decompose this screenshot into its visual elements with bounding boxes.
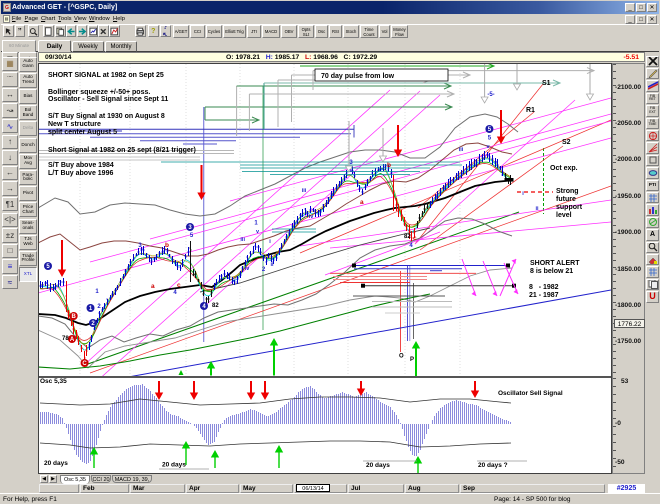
svg-text:A: A — [70, 337, 75, 343]
svg-text:20 days: 20 days — [162, 462, 186, 469]
svg-text:4: 4 — [202, 304, 206, 310]
svg-text:S/T Buy above 1984: S/T Buy above 1984 — [48, 162, 114, 169]
svg-text:iii: iii — [302, 188, 307, 194]
svg-text:1: 1 — [89, 306, 93, 312]
svg-text:i: i — [269, 239, 271, 245]
svg-text:iv: iv — [309, 214, 315, 220]
svg-text:B: B — [72, 314, 77, 320]
svg-text:8 is below 21: 8 is below 21 — [530, 268, 573, 275]
svg-text:1: 1 — [95, 289, 99, 295]
svg-text:level: level — [556, 212, 572, 219]
svg-text:3: 3 — [188, 225, 192, 231]
svg-text:a: a — [360, 199, 364, 206]
svg-text:S/T Buy Signal at 1930 on Augu: S/T Buy Signal at 1930 on August 8 — [48, 113, 165, 120]
svg-text:split center August 5: split center August 5 — [48, 129, 117, 136]
svg-text:b: b — [387, 162, 391, 169]
svg-text:iv: iv — [245, 266, 251, 272]
svg-text:5: 5 — [190, 233, 194, 239]
svg-text:P: P — [410, 357, 414, 363]
svg-text:5: 5 — [488, 127, 492, 133]
svg-text:8 - 1982: 8 - 1982 — [529, 284, 559, 291]
svg-text:70 day pulse from low: 70 day pulse from low — [321, 73, 395, 80]
svg-text:Strong: Strong — [556, 188, 579, 195]
svg-text:b: b — [165, 242, 169, 249]
svg-text:2: 2 — [97, 304, 101, 310]
svg-text:5: 5 — [488, 136, 492, 142]
svg-text:L/T Buy above 1996: L/T Buy above 1996 — [48, 170, 113, 177]
svg-text:S2: S2 — [562, 139, 571, 146]
svg-text:20 days ?: 20 days ? — [478, 462, 508, 469]
svg-text:C: C — [82, 361, 87, 367]
svg-text:SHORT ALERT: SHORT ALERT — [530, 260, 580, 267]
svg-text:-5-: -5- — [487, 92, 494, 98]
svg-text:Oct exp.: Oct exp. — [550, 165, 578, 172]
svg-text:2: 2 — [91, 321, 95, 327]
svg-text:c: c — [177, 282, 181, 289]
svg-text:a: a — [151, 283, 155, 290]
svg-text:Bollinger squeeze +/-50+ poss.: Bollinger squeeze +/-50+ poss. — [48, 89, 150, 96]
svg-text:4: 4 — [173, 290, 177, 296]
svg-text:i: i — [522, 191, 524, 197]
svg-text:iii: iii — [459, 147, 464, 153]
svg-text:21 - 1987: 21 - 1987 — [529, 292, 559, 299]
svg-text:20 days: 20 days — [44, 460, 68, 467]
svg-text:3: 3 — [138, 243, 142, 249]
svg-text:Oscillator - Sell Signal since: Oscillator - Sell Signal since Sept 11 — [48, 96, 168, 103]
svg-text:S1: S1 — [542, 80, 551, 87]
svg-text:v: v — [256, 229, 260, 235]
svg-text:4: 4 — [409, 243, 413, 249]
svg-text:20 days: 20 days — [366, 462, 390, 469]
svg-text:SHORT SIGNAL at 1982 on Sept 2: SHORT SIGNAL at 1982 on Sept 25 — [48, 72, 164, 79]
svg-text:2: 2 — [262, 267, 266, 273]
svg-text:support: support — [556, 204, 583, 211]
svg-text:New T structure: New T structure — [48, 121, 101, 128]
svg-text:future: future — [556, 196, 576, 203]
svg-text:82: 82 — [404, 234, 411, 240]
svg-text:v: v — [349, 168, 353, 174]
svg-text:ii: ii — [270, 262, 274, 268]
svg-text:1: 1 — [254, 221, 258, 227]
svg-text:3: 3 — [349, 160, 353, 166]
svg-text:O: O — [399, 354, 404, 360]
svg-text:iii: iii — [240, 237, 245, 243]
svg-text:82: 82 — [212, 303, 219, 309]
svg-text:R1: R1 — [526, 107, 535, 114]
svg-text:Short Signal at 1982 on 25 sep: Short Signal at 1982 on 25 sept (8/21 tr… — [48, 147, 196, 154]
svg-text:v: v — [486, 144, 490, 150]
svg-text:Oscillator Sell Signal: Oscillator Sell Signal — [498, 390, 563, 397]
svg-text:Osc 5,35: Osc 5,35 — [40, 378, 67, 385]
svg-text:78: 78 — [62, 336, 69, 342]
svg-text:c: c — [413, 235, 417, 242]
svg-text:5: 5 — [46, 264, 50, 270]
svg-text:ii: ii — [535, 206, 539, 212]
